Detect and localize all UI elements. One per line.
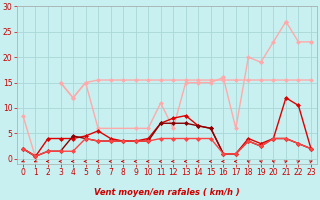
X-axis label: Vent moyen/en rafales ( km/h ): Vent moyen/en rafales ( km/h ) — [94, 188, 240, 197]
